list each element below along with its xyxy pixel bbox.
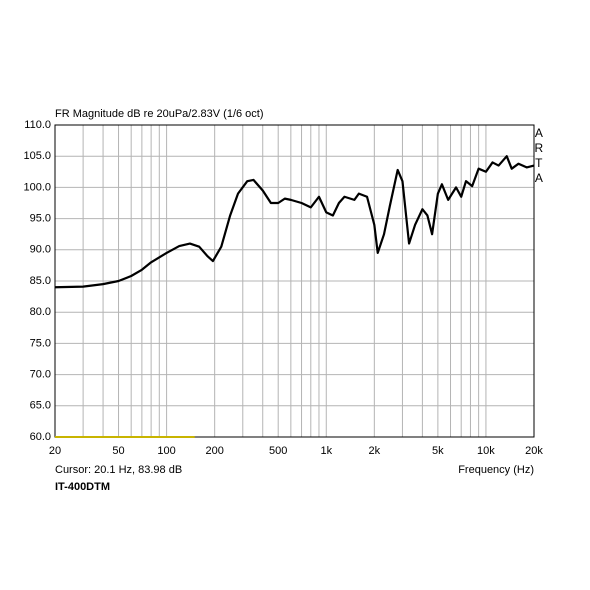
model-label: IT-400DTM <box>55 481 110 493</box>
x-tick-label: 100 <box>157 445 175 457</box>
x-tick-label: 20k <box>525 445 543 457</box>
y-tick-label: 110.0 <box>24 119 51 131</box>
chart-title: FR Magnitude dB re 20uPa/2.83V (1/6 oct) <box>55 108 264 120</box>
y-tick-label: 70.0 <box>30 369 51 381</box>
x-tick-label: 2k <box>369 445 381 457</box>
y-tick-label: 105.0 <box>23 150 51 162</box>
cursor-readout: Cursor: 20.1 Hz, 83.98 dB <box>55 464 182 476</box>
y-tick-label: 80.0 <box>30 306 51 318</box>
y-tick-label: 60.0 <box>30 431 51 443</box>
x-tick-label: 200 <box>205 445 223 457</box>
series-line <box>54 155 535 289</box>
x-axis-label: Frequency (Hz) <box>458 464 534 476</box>
x-tick-label: 50 <box>112 445 124 457</box>
y-tick-label: 90.0 <box>30 244 51 256</box>
x-tick-label: 20 <box>49 445 61 457</box>
y-tick-label: 95.0 <box>30 213 51 225</box>
y-tick-label: 65.0 <box>30 400 51 412</box>
y-tick-label: 85.0 <box>30 275 51 287</box>
watermark: ARTA <box>532 126 546 186</box>
y-tick-label: 75.0 <box>30 337 51 349</box>
x-tick-label: 1k <box>320 445 332 457</box>
x-tick-label: 5k <box>432 445 444 457</box>
plot-frame <box>54 124 535 438</box>
y-tick-label: 100.0 <box>23 181 51 193</box>
x-tick-label: 500 <box>269 445 287 457</box>
x-tick-label: 10k <box>477 445 495 457</box>
